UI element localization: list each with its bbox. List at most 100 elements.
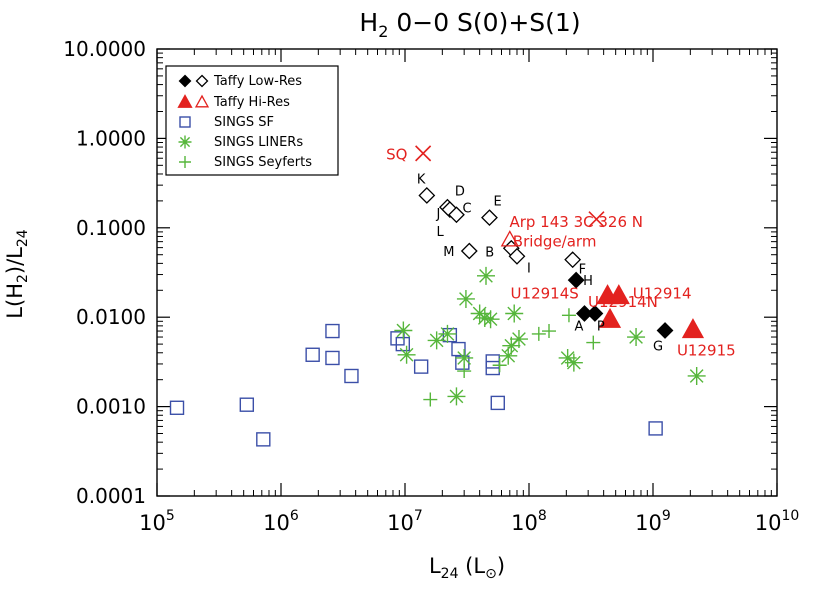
sings-sf-point xyxy=(344,368,359,384)
legend-box xyxy=(165,65,339,176)
x-axis-label-rest: (L xyxy=(459,554,486,578)
x-tick-label: 1010 xyxy=(755,508,800,535)
x-tick-label: 106 xyxy=(263,508,299,535)
x-tick-labels: 105 106 107 108 109 1010 xyxy=(139,508,799,535)
taffy-hires-filled-point xyxy=(607,284,630,305)
chart-title-base: H xyxy=(359,8,378,37)
y-tick-label: 0.1000 xyxy=(76,216,146,240)
x-tick-label-exponent: 10 xyxy=(781,508,799,524)
sings-sf-point xyxy=(325,323,340,339)
sings-liner-point xyxy=(456,289,475,308)
x-axis-label-sun: ⊙ xyxy=(485,566,497,582)
sings-liner-point xyxy=(558,348,577,367)
legend: Taffy Low-Res Taffy Hi-Res SINGS SF SING… xyxy=(165,65,339,176)
sings-liner-point xyxy=(394,321,413,340)
sings-liner-point xyxy=(455,348,474,367)
x-tick-label: 109 xyxy=(635,508,671,535)
x-axis-label-end: ) xyxy=(497,554,505,578)
sings-sf-point xyxy=(490,395,505,411)
taffy-lowres-open-point xyxy=(564,251,582,269)
legend-marker-taffy-hi-filled xyxy=(177,94,193,108)
sings-sf-point xyxy=(413,359,429,374)
sings-liner-point xyxy=(564,353,583,372)
y-axis-label-sub1: 2 xyxy=(15,274,31,283)
sings-seyfert-point xyxy=(492,358,507,373)
y-tick-labels: 0.0001 0.0010 0.0100 0.1000 1.0000 10.0000 xyxy=(63,37,146,508)
hires-point-label: U12914 xyxy=(633,284,692,302)
sings-liner-point xyxy=(397,345,416,364)
taffy-lowres-filled-point xyxy=(586,305,604,322)
taffy-hires-filled-point xyxy=(681,318,705,339)
legend-marker-taffy-hi-open xyxy=(194,94,210,108)
x-tick-label-base: 10 xyxy=(755,511,782,535)
special-point-label: Arp 143 3C 326 N xyxy=(509,213,643,231)
sings-liner-point xyxy=(447,387,466,406)
x-axis-label-base: L xyxy=(429,554,441,578)
sings-sf-point xyxy=(390,331,405,346)
taffy-lowres-filled-point xyxy=(567,271,585,289)
sings-sf-point xyxy=(239,397,255,412)
taffy-point-label: I xyxy=(527,261,531,276)
sings-seyfert-point xyxy=(531,326,546,341)
taffy-lowres-open-point xyxy=(481,209,498,227)
sings-sf-point xyxy=(256,432,271,447)
special-point-label: SQ xyxy=(386,145,407,163)
taffy-point-label: H xyxy=(583,274,593,289)
legend-marker-taffy-low-filled xyxy=(178,74,192,88)
legend-text-sings-sf: SINGS SF xyxy=(214,115,274,130)
x-axis-label-sub: 24 xyxy=(441,566,459,582)
sings-liner-point xyxy=(509,330,528,349)
x-tick-label-exponent: 5 xyxy=(166,508,175,524)
sings-sf-point xyxy=(169,400,185,415)
y-axis-label-p2: )/L xyxy=(3,247,27,274)
chart-title-sub: 2 xyxy=(378,22,388,41)
taffy-point-label: C xyxy=(462,202,471,217)
taffy-lowres-filled-point xyxy=(656,322,674,339)
sings-seyfert-point xyxy=(423,392,438,407)
legend-text-sings-seyferts: SINGS Seyferts xyxy=(214,155,312,170)
sings-sf-point xyxy=(325,350,340,366)
sings-sf-point xyxy=(395,336,411,352)
y-tick-label: 10.0000 xyxy=(63,37,146,61)
y-tick-label: 0.0010 xyxy=(76,395,146,419)
taffy-point-label: A xyxy=(574,319,583,334)
sings-seyfert-point xyxy=(561,308,576,323)
hires-point-label: U12915 xyxy=(677,341,736,359)
sings-seyfert-point xyxy=(457,364,472,379)
chart-title: H2 0−0 S(0)+S(1) xyxy=(359,8,580,41)
sings-liner-point xyxy=(427,331,446,350)
x-tick-label-exponent: 7 xyxy=(414,508,423,524)
taffy-point-label: B xyxy=(485,245,494,260)
x-tick-label-exponent: 9 xyxy=(662,508,671,524)
legend-markers xyxy=(177,74,210,168)
x-tick-label-exponent: 8 xyxy=(538,508,547,524)
y-axis-label-p1: L(H xyxy=(3,283,27,319)
x-tick-label-base: 10 xyxy=(635,511,662,535)
plot-frame xyxy=(156,48,778,497)
sings-liner-point xyxy=(502,336,521,355)
x-tick-label-base: 10 xyxy=(139,511,166,535)
legend-text-taffy-low: Taffy Low-Res xyxy=(213,74,302,89)
x-tick-label-base: 10 xyxy=(511,511,538,535)
special-cross-point xyxy=(415,145,432,162)
sings-liner-point xyxy=(499,346,518,365)
sings-seyfert-point xyxy=(542,324,557,339)
x-tick-label-exponent: 6 xyxy=(290,508,299,524)
hires-point-label: U12914S xyxy=(511,284,579,302)
x-tick-label: 107 xyxy=(387,508,423,535)
taffy-point-label: L xyxy=(436,225,444,240)
taffy-lowres-open-point xyxy=(508,247,526,265)
taffy-hires-open-point xyxy=(500,230,519,247)
taffy-hires-filled-point xyxy=(598,307,622,328)
data-points xyxy=(169,145,706,447)
sings-liner-point xyxy=(481,310,500,329)
legend-marker-sings-sf xyxy=(179,116,191,128)
hires-point-label: Bridge/arm xyxy=(513,232,597,250)
sings-sf-point xyxy=(451,341,466,357)
taffy-point-label: P xyxy=(597,319,605,334)
sings-sf-point xyxy=(442,327,458,343)
hires-point-label: U12914N xyxy=(588,293,658,311)
taffy-point-label: G xyxy=(653,339,663,354)
legend-text-taffy-hi: Taffy Hi-Res xyxy=(213,95,290,110)
